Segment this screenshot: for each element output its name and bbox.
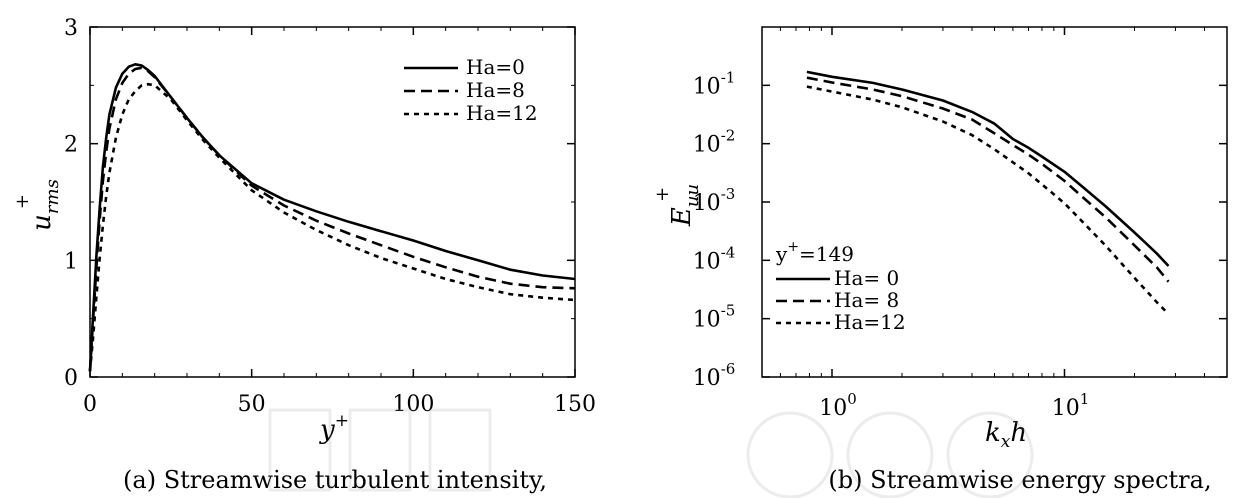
panel-b-legend-title-suffix: =149 <box>799 242 854 266</box>
panel-a-xlabel: y+ <box>319 411 349 445</box>
panel-a-caption: (a) Streamwise turbulent intensity, <box>123 466 547 494</box>
panel-b-xtick-label: 101 <box>1052 390 1090 421</box>
panel-b-xlabel: kxh <box>985 418 1027 452</box>
panel-b-ylabel-main: E <box>667 207 697 227</box>
panel-b-ticks: 100 101 10-6 10-5 10-4 10-3 10-2 10-1 <box>693 27 1228 421</box>
panel-a-ylabel: urms + <box>12 179 63 231</box>
panel-b-legend: y+=149 Ha= 0Ha= 8Ha=12 <box>775 239 906 334</box>
panel-a-ticks: 0 50 100 150 0 1 2 3 <box>64 16 596 417</box>
panel-b-ytick-label: 10-3 <box>693 185 736 216</box>
panel-b-legend-title: y+=149 <box>775 239 854 266</box>
panel-a-xtick-label: 50 <box>238 392 266 417</box>
panel-b-xtick-label: 100 <box>819 390 857 421</box>
panel-b-series-group <box>806 70 1170 315</box>
panel-a-legend-label-2: Ha=12 <box>466 101 538 125</box>
panel-b-ylabel-sub: uu <box>682 184 703 207</box>
panel-b-legend-title-sup: + <box>787 239 799 255</box>
panel-b-legend-label-1: Ha= 8 <box>834 288 899 312</box>
panel-a-xtick-label: 0 <box>83 392 97 417</box>
panel-a-ylabel-sup: + <box>12 194 33 209</box>
panel-a-series-group <box>88 63 576 372</box>
panel-a-ylabel-group: urms + <box>12 179 63 231</box>
panel-a-series-line-0 <box>88 63 576 372</box>
panel-a-series-line-2 <box>88 82 576 372</box>
panel-b-xlabel-sub: x <box>1001 432 1011 452</box>
panel-b-xlabel-main: k <box>985 418 1001 448</box>
panel-b-ytick-label: 10-1 <box>693 68 736 99</box>
panel-b-ylabel: Euu + <box>652 184 703 227</box>
panel-b-ytick-label: 10-5 <box>693 302 736 333</box>
panel-a-legend: Ha=0Ha=8Ha=12 <box>404 55 538 125</box>
panel-b-ylabel-group: Euu + <box>652 184 703 227</box>
panel-b-ytick-label: 10-4 <box>693 243 736 274</box>
panel-b-ylabel-sup: + <box>652 187 673 202</box>
panel-a-ytick-label: 2 <box>64 133 78 158</box>
panel-a-ytick-label: 3 <box>64 16 78 41</box>
panel-a-ytick-label: 1 <box>64 249 78 274</box>
panel-b-plot-frame <box>761 26 1228 378</box>
panel-a-ylabel-sub: rms <box>42 179 63 214</box>
panel-b-legend-label-2: Ha=12 <box>834 310 906 334</box>
watermark-graphic <box>268 408 1034 498</box>
panel-b-ytick-label: 10-6 <box>693 360 736 391</box>
panel-a-xtick-label: 150 <box>554 392 596 417</box>
panel-a-ytick-label: 0 <box>64 366 78 391</box>
panel-b-series-line-2 <box>806 85 1170 315</box>
panel-b-xlabel-suffix: h <box>1010 418 1027 448</box>
panel-a-legend-label-0: Ha=0 <box>466 55 525 79</box>
panel-b-caption: (b) Streamwise energy spectra, <box>828 466 1211 494</box>
panel-b-legend-label-0: Ha= 0 <box>834 266 899 290</box>
panel-a-xtick-label: 100 <box>392 392 434 417</box>
panel-b-ytick-label: 10-2 <box>693 127 736 158</box>
panel-b-legend-title-main: y <box>775 242 788 266</box>
panel-a-legend-label-1: Ha=8 <box>466 78 525 102</box>
panel-a-ylabel-main: u <box>27 214 57 231</box>
panel-a-xlabel-main: y <box>319 415 335 445</box>
panel-b-series-line-1 <box>806 76 1170 283</box>
panel-a-xlabel-sup: + <box>335 411 349 431</box>
panel-b-series-line-0 <box>806 70 1170 267</box>
